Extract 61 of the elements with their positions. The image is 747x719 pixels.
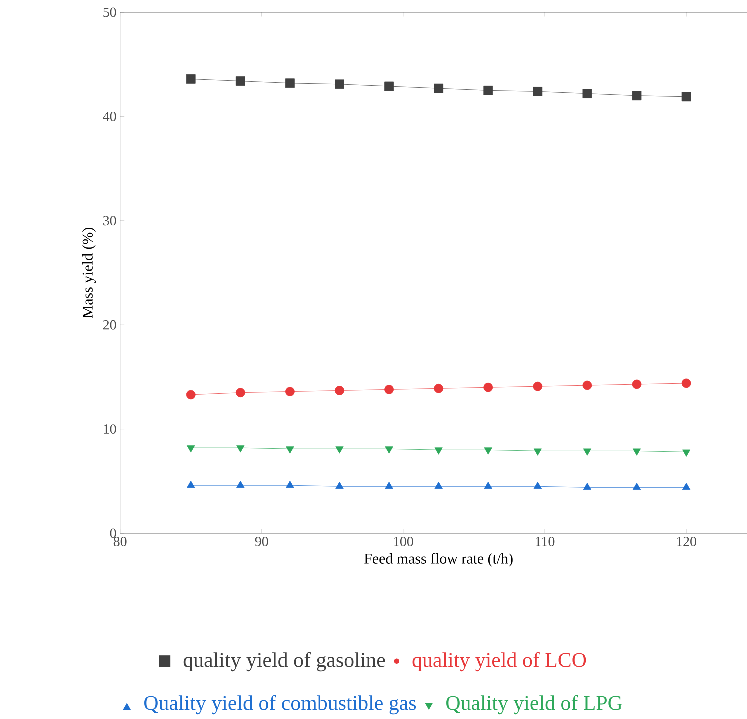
point [484, 482, 492, 490]
point [385, 482, 394, 490]
x-tick-label: 110 [536, 537, 555, 546]
point [335, 80, 344, 90]
y-axis-title: Mass yield (%) [82, 228, 96, 318]
point [286, 446, 294, 454]
point [236, 446, 245, 453]
point [484, 448, 492, 455]
point [534, 448, 542, 456]
point [534, 482, 542, 490]
point [632, 448, 642, 456]
x-axis-title: Feed mass flow rate (t/h) [364, 553, 513, 567]
point [533, 382, 543, 392]
y-tick-label: 0 [110, 528, 116, 538]
y-tick-label: 20 [103, 320, 116, 330]
point [434, 482, 443, 490]
x-tick-label: 90 [255, 537, 268, 546]
x-tick-label: 100 [394, 537, 414, 546]
point [286, 480, 294, 488]
point [336, 446, 344, 454]
point [484, 86, 494, 96]
point [286, 387, 295, 396]
point [236, 388, 246, 398]
point [236, 76, 246, 86]
legend-label: quality yield of gasoline [184, 652, 386, 672]
legend-label: Quality yield of LPG [446, 695, 622, 715]
legend-label: quality yield of LCO [412, 652, 586, 672]
point [236, 480, 245, 488]
point [186, 390, 196, 400]
x-tick-label: 120 [677, 537, 696, 546]
point [533, 87, 543, 96]
point [187, 446, 196, 453]
point [385, 446, 394, 454]
point [286, 78, 295, 88]
legend-label: Quality yield of combustible gas [144, 695, 416, 715]
x-tick-label: 80 [114, 537, 127, 546]
point [186, 74, 196, 84]
point [434, 84, 444, 94]
point [682, 378, 692, 388]
point [384, 82, 394, 92]
y-tick-label: 10 [104, 424, 116, 434]
point [434, 384, 444, 394]
point [632, 482, 642, 490]
point [682, 92, 692, 102]
point [582, 89, 592, 98]
point [632, 380, 642, 390]
point [187, 480, 196, 488]
point [336, 482, 344, 490]
y-tick-label: 30 [104, 216, 116, 226]
point [335, 386, 344, 396]
point [583, 448, 592, 456]
point [583, 482, 592, 490]
point [682, 482, 691, 490]
point [384, 385, 394, 394]
point [682, 450, 691, 457]
point [582, 380, 592, 390]
y-tick-label: 40 [103, 112, 116, 122]
point [434, 448, 443, 455]
y-tick-label: 50 [104, 8, 116, 18]
point [632, 91, 642, 101]
point [484, 382, 494, 392]
